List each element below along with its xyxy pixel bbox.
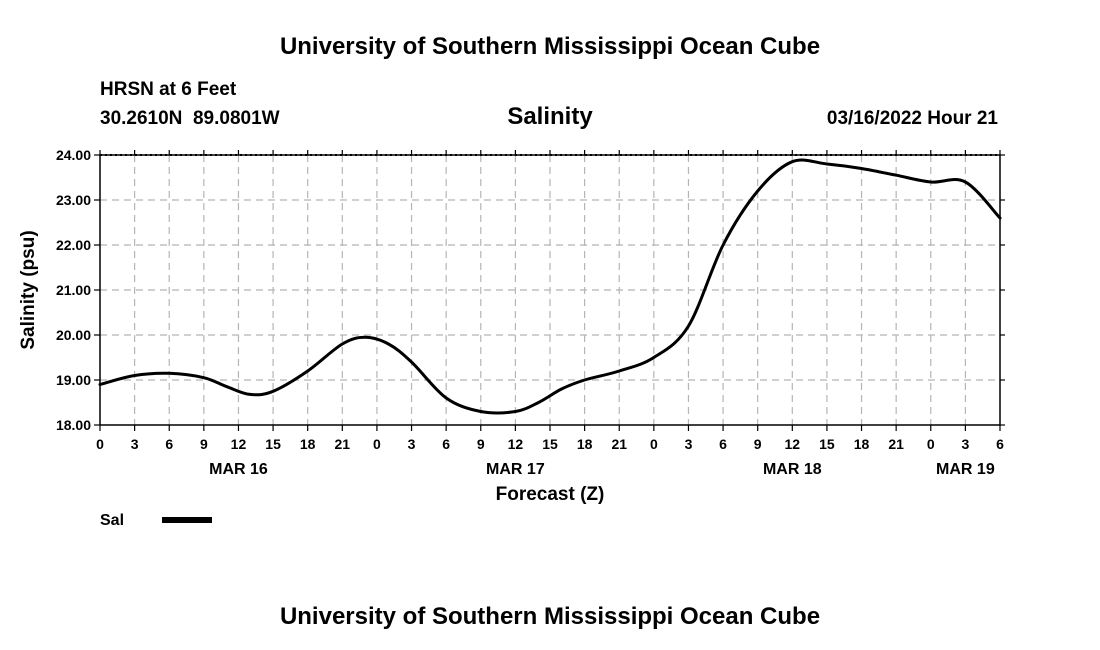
date-label: MAR 17 <box>486 461 545 478</box>
x-axis-title: Forecast (Z) <box>496 484 605 505</box>
x-tick-label: 6 <box>442 436 450 452</box>
y-axis: 18.00 19.00 20.00 21.00 22.00 23.00 24.00 <box>56 147 1005 433</box>
x-tick-label: 0 <box>650 436 658 452</box>
x-tick-label: 18 <box>577 436 593 452</box>
x-tick-label: 18 <box>854 436 870 452</box>
x-tick-label: 12 <box>785 436 801 452</box>
legend-label: Sal <box>100 512 124 529</box>
y-tick-label: 21.00 <box>56 282 91 298</box>
run-time: 03/16/2022 Hour 21 <box>827 108 999 129</box>
x-tick-label: 9 <box>477 436 485 452</box>
plot-area: 18.00 19.00 20.00 21.00 22.00 23.00 24.00 0 3 6 9… <box>56 147 1005 478</box>
x-tick-label: 15 <box>542 436 558 452</box>
y-tick-label: 22.00 <box>56 237 91 253</box>
x-tick-label: 9 <box>754 436 762 452</box>
date-label: MAR 18 <box>763 461 822 478</box>
x-tick-label: 15 <box>819 436 835 452</box>
legend: Sal <box>100 512 212 529</box>
footer-title: University of Southern Mississippi Ocean… <box>280 603 820 630</box>
y-tick-label: 23.00 <box>56 192 91 208</box>
x-tick-label: 6 <box>996 436 1004 452</box>
y-tick-label: 19.00 <box>56 372 91 388</box>
x-tick-label: 12 <box>508 436 524 452</box>
x-tick-label: 21 <box>888 436 904 452</box>
y-axis-title: Salinity (psu) <box>18 230 39 349</box>
x-tick-label: 3 <box>131 436 139 452</box>
x-tick-label: 12 <box>231 436 247 452</box>
x-tick-label: 6 <box>719 436 727 452</box>
grid <box>100 155 1000 425</box>
x-tick-label: 21 <box>611 436 627 452</box>
x-tick-label: 15 <box>265 436 281 452</box>
x-tick-label: 9 <box>200 436 208 452</box>
x-tick-label: 0 <box>373 436 381 452</box>
y-tick-label: 24.00 <box>56 147 91 163</box>
date-labels: MAR 16 MAR 17 MAR 18 MAR 19 <box>209 461 995 478</box>
date-label: MAR 19 <box>936 461 995 478</box>
x-axis: 0 3 6 9 12 15 18 21 0 3 6 9 12 15 18 21 0 3 6 9 12 15 18 21 0 3 6 <box>96 150 1004 452</box>
y-tick-label: 18.00 <box>56 417 91 433</box>
x-tick-label: 3 <box>685 436 693 452</box>
station-label: HRSN at 6 Feet <box>100 79 237 100</box>
y-tick-label: 20.00 <box>56 327 91 343</box>
series-line-sal <box>98 158 1002 415</box>
x-tick-label: 0 <box>96 436 104 452</box>
x-tick-label: 21 <box>335 436 351 452</box>
x-tick-label: 3 <box>408 436 416 452</box>
x-tick-label: 0 <box>927 436 935 452</box>
chart-title: Salinity <box>507 103 593 130</box>
series-layer <box>98 158 1002 415</box>
header-title: University of Southern Mississippi Ocean… <box>280 33 820 60</box>
date-label: MAR 16 <box>209 461 268 478</box>
x-tick-label: 6 <box>165 436 173 452</box>
station-coords: 30.2610N 89.0801W <box>100 108 280 129</box>
x-tick-label: 18 <box>300 436 316 452</box>
x-tick-label: 3 <box>961 436 969 452</box>
